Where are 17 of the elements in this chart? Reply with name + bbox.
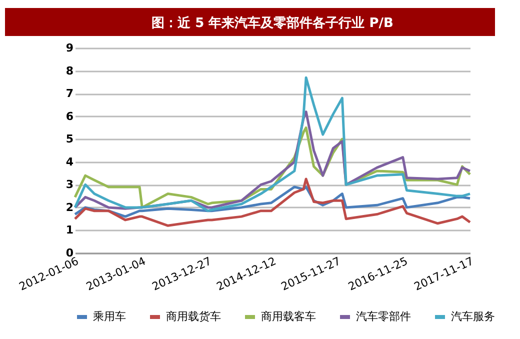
y-tick-label: 2 <box>66 200 74 214</box>
legend-label: 商用载客车 <box>261 310 316 323</box>
chart-title: 图：近 5 年来汽车及零部件各子行业 P/B <box>152 15 394 31</box>
line-series <box>74 76 472 212</box>
legend-label: 商用载货车 <box>166 310 221 323</box>
y-tick-label: 5 <box>66 132 74 146</box>
y-tick-label: 6 <box>66 110 74 123</box>
legend-label: 汽车服务 <box>451 310 495 323</box>
legend-label: 乘用车 <box>93 310 126 323</box>
y-tick-label: 3 <box>66 178 74 192</box>
y-tick-label: 8 <box>66 64 74 78</box>
y-tick-label: 9 <box>66 42 74 54</box>
y-tick-label: 7 <box>66 87 74 100</box>
y-tick-label: 4 <box>66 155 74 168</box>
line-series <box>74 178 472 227</box>
legend-label: 汽车零部件 <box>356 310 411 323</box>
y-tick-label: 1 <box>66 224 74 237</box>
